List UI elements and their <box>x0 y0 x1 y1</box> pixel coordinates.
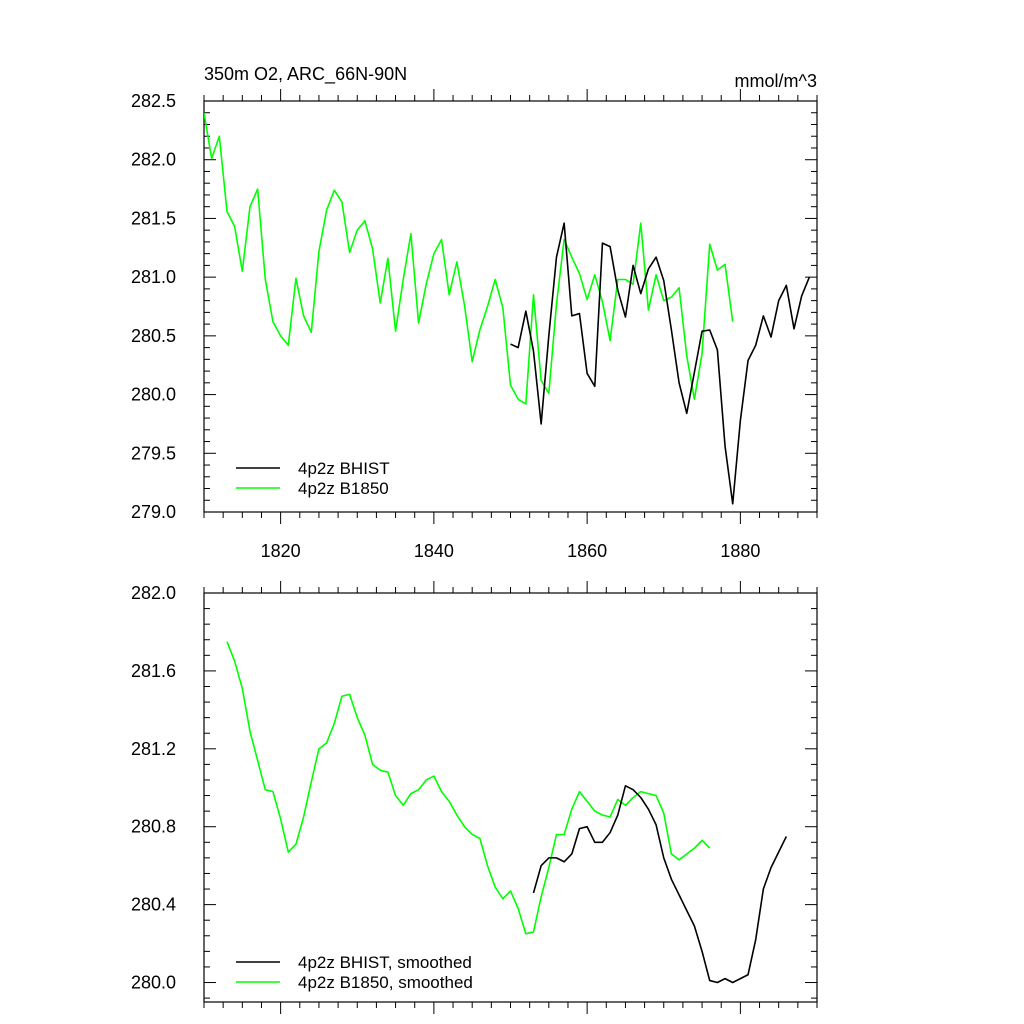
y-tick-label: 279.5 <box>131 443 176 463</box>
x-tick-label: 1840 <box>414 541 454 561</box>
x-tick-label: 1880 <box>720 541 760 561</box>
y-tick-label: 280.0 <box>131 973 176 993</box>
plot-frame <box>203 592 818 1003</box>
series-line-0 <box>510 222 811 505</box>
y-tick-label: 281.2 <box>131 739 176 759</box>
series-line-0 <box>532 785 788 984</box>
y-tick-label: 280.5 <box>131 326 176 346</box>
y-tick-label: 281.5 <box>131 208 176 228</box>
y-tick-label: 280.8 <box>131 817 176 837</box>
series-group <box>204 112 811 505</box>
legend-label: 4p2z B1850 <box>298 479 389 498</box>
x-tick-label: 1860 <box>567 541 607 561</box>
series-line-1 <box>204 112 734 405</box>
y-tick-label: 280.4 <box>131 895 176 915</box>
legend-label: 4p2z BHIST <box>298 459 390 478</box>
legend-label: 4p2z BHIST, smoothed <box>298 953 472 972</box>
units-label: mmol/m^3 <box>735 71 817 91</box>
series-group <box>226 641 788 984</box>
y-tick-label: 282.0 <box>131 150 176 170</box>
y-tick-label: 282.0 <box>131 583 176 603</box>
y-tick-label: 282.5 <box>131 91 176 111</box>
bottom-panel: 280.0 280.4 280.8 281.2 281.6 282.0 4p2z BHIST… <box>131 581 818 1014</box>
x-tick-label: 1820 <box>261 541 301 561</box>
top-panel: 1820 1840 1860 1880 279.0 279.5 280.0 280.5 281.… <box>131 64 818 561</box>
y-tick-label: 281.0 <box>131 267 176 287</box>
y-tick-label: 279.0 <box>131 502 176 522</box>
legend-label: 4p2z B1850, smoothed <box>298 973 473 992</box>
y-tick-label: 281.6 <box>131 661 176 681</box>
chart-title: 350m O2, ARC_66N-90N <box>204 64 407 85</box>
y-tick-label: 280.0 <box>131 385 176 405</box>
series-line-1 <box>226 641 711 935</box>
